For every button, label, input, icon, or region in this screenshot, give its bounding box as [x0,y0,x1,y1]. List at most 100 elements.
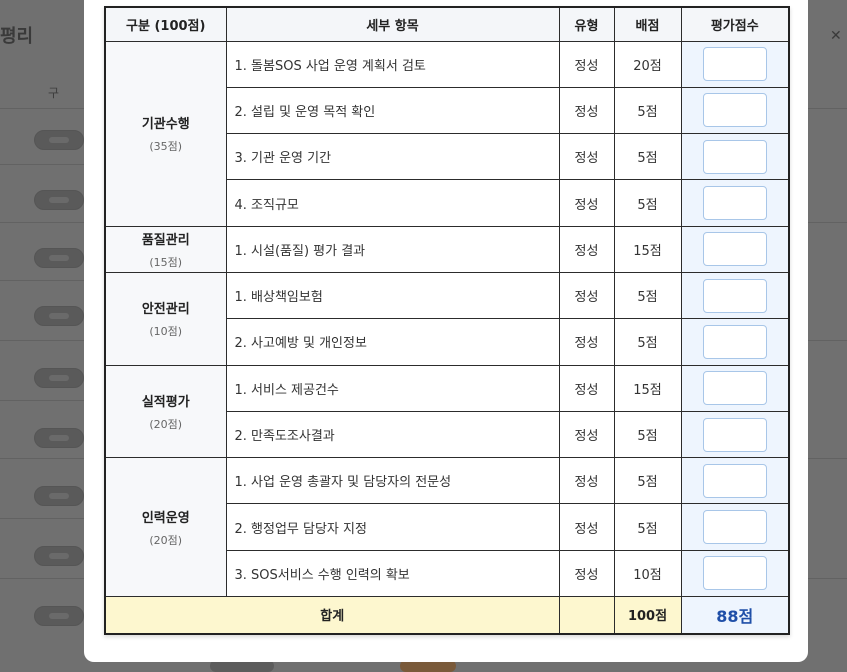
category-points: (20점) [149,533,183,547]
category-name: 안전관리 [141,302,190,318]
item-label: 1. 시설(품질) 평가 결과 [225,225,560,273]
score-input[interactable] [702,139,767,174]
table-row: 2. 설립 및 운영 목적 확인 정성 5점 [105,86,790,135]
item-max-score: 15점 [613,364,682,412]
background-badge [34,130,84,150]
background-badge [34,546,84,566]
item-label: 2. 설립 및 운영 목적 확인 [225,86,560,135]
item-max-score: 5점 [613,179,682,227]
score-cell [680,225,790,273]
category-cell: 실적평가 (20점) [104,364,227,459]
background-row-divider [808,578,847,579]
item-max-score: 5점 [613,503,682,551]
item-type: 정성 [558,410,615,459]
score-input[interactable] [702,510,767,545]
category-cell: 안전관리 (10점) [104,271,227,366]
score-cell [680,364,790,412]
item-max-score: 10점 [613,549,682,598]
item-label: 4. 조직규모 [225,179,560,227]
item-type: 정성 [558,133,615,181]
score-cell [680,86,790,135]
item-label: 2. 만족도조사결과 [225,410,560,459]
score-input[interactable] [702,417,767,452]
item-type: 정성 [558,503,615,551]
score-input[interactable] [702,556,767,591]
score-cell [680,503,790,551]
score-input[interactable] [702,324,767,359]
table-row: 품질관리 (15점) 1. 시설(품질) 평가 결과 정성 15점 [104,225,790,273]
category-name: 인력운영 [141,510,190,526]
total-row: 합계 100점 88점 [104,596,790,635]
item-label: 1. 배상책임보험 [225,271,560,320]
item-type: 정성 [558,318,615,366]
item-max-score: 5점 [613,133,682,181]
background-row-divider [808,458,847,459]
item-label: 3. SOS서비스 수행 인력의 확보 [225,549,560,598]
score-input[interactable] [702,186,767,221]
score-input[interactable] [702,47,767,82]
background-close-icon: ✕ [830,28,842,44]
score-input[interactable] [702,278,767,313]
score-input[interactable] [702,93,767,128]
total-label: 합계 [104,596,560,635]
category-points: (15점) [149,255,183,269]
table-row: 안전관리 (10점) 1. 배상책임보험 정성 5점 [104,271,790,366]
score-input[interactable] [702,463,767,498]
background-badge [34,486,84,506]
table-row: 3. 기관 운영 기간 정성 5점 [105,133,790,181]
item-type: 정성 [558,549,615,598]
background-page-title: 평리 [0,26,34,47]
category-name: 기관수행 [141,117,190,133]
background-row-divider [0,164,84,165]
item-type: 정성 [558,40,615,88]
background-badge [34,248,84,268]
background-chip [400,660,456,672]
item-label: 2. 사고예방 및 개인정보 [225,318,560,366]
table-row: 기관수행 (35점) 1. 돌봄SOS 사업 운영 계획서 검토 정성 20점 [104,40,790,227]
score-cell [680,410,790,459]
item-type: 정성 [558,225,615,273]
table-row: 3. SOS서비스 수행 인력의 확보 정성 10점 [105,549,790,598]
score-cell [680,318,790,366]
background-badge [34,190,84,210]
header-max: 배점 [613,6,682,42]
score-cell [680,457,790,505]
category-name: 품질관리 [141,232,190,248]
background-badge [34,606,84,626]
score-cell [680,271,790,320]
item-label: 2. 행정업무 담당자 지정 [225,503,560,551]
item-max-score: 15점 [613,225,682,273]
score-input[interactable] [702,371,767,406]
item-type: 정성 [558,364,615,412]
background-badge [34,368,84,388]
table-row: 4. 조직규모 정성 5점 [105,179,790,227]
score-cell [680,40,790,88]
header-score: 평가점수 [680,6,790,42]
table-row: 실적평가 (20점) 1. 서비스 제공건수 정성 15점 [104,364,790,459]
background-row-divider [0,400,84,401]
item-max-score: 5점 [613,271,682,320]
item-max-score: 20점 [613,40,682,88]
item-type: 정성 [558,86,615,135]
background-badge [34,306,84,326]
category-cell: 품질관리 (15점) [104,225,227,273]
background-row-divider [808,222,847,223]
header-item: 세부 항목 [225,6,560,42]
background-chip [210,660,274,672]
item-max-score: 5점 [613,410,682,459]
background-row-divider [0,280,84,281]
background-row-divider [0,222,84,223]
item-max-score: 5점 [613,86,682,135]
category-name: 실적평가 [141,394,190,410]
header-type: 유형 [558,6,615,42]
background-badge [34,428,84,448]
table-row: 2. 사고예방 및 개인정보 정성 5점 [105,318,790,366]
score-cell [680,133,790,181]
header-category: 구분 (100점) [104,6,227,42]
total-score: 88점 [680,596,790,635]
score-input[interactable] [702,232,767,267]
item-type: 정성 [558,271,615,320]
score-cell [680,549,790,598]
background-row-divider [0,108,84,109]
item-label: 1. 사업 운영 총괄자 및 담당자의 전문성 [225,457,560,505]
